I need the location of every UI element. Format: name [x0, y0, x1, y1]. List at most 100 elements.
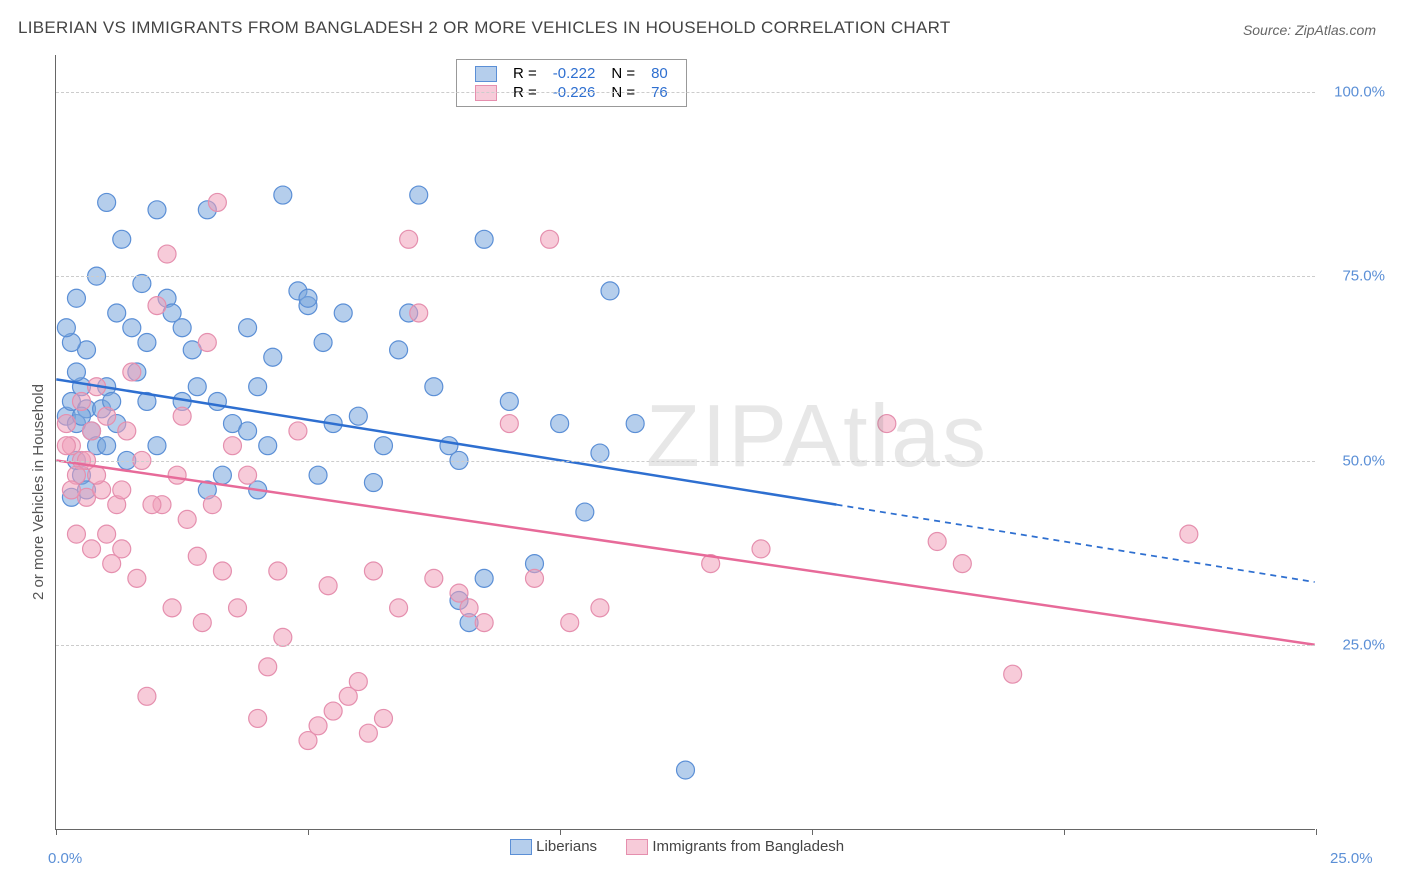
data-point: [561, 614, 579, 632]
data-point: [953, 555, 971, 573]
data-point: [475, 569, 493, 587]
data-point: [314, 333, 332, 351]
data-point: [223, 437, 241, 455]
data-point: [239, 319, 257, 337]
data-point: [208, 193, 226, 211]
y-tick-label: 25.0%: [1325, 637, 1385, 654]
data-point: [551, 415, 569, 433]
data-point: [410, 186, 428, 204]
data-point: [163, 599, 181, 617]
data-point: [289, 422, 307, 440]
data-point: [67, 289, 85, 307]
x-tick: [812, 829, 813, 835]
data-point: [878, 415, 896, 433]
data-point: [309, 466, 327, 484]
legend-item: Immigrants from Bangladesh: [626, 838, 844, 855]
data-point: [123, 319, 141, 337]
swatch-series-0: [475, 66, 497, 82]
chart-title: LIBERIAN VS IMMIGRANTS FROM BANGLADESH 2…: [18, 18, 951, 38]
data-point: [500, 392, 518, 410]
y-tick-label: 100.0%: [1325, 83, 1385, 100]
data-point: [118, 422, 136, 440]
data-point: [400, 230, 418, 248]
r-value-0: -0.222: [553, 65, 596, 82]
chart-svg: [56, 55, 1315, 829]
data-point: [239, 466, 257, 484]
legend-row: R = -0.222 N = 80: [467, 64, 676, 83]
y-tick-label: 75.0%: [1325, 268, 1385, 285]
data-point: [390, 341, 408, 359]
data-point: [274, 628, 292, 646]
data-point: [98, 437, 116, 455]
data-point: [198, 333, 216, 351]
gridline: [56, 92, 1315, 93]
data-point: [178, 510, 196, 528]
data-point: [440, 437, 458, 455]
data-point: [138, 333, 156, 351]
legend-label-1: Immigrants from Bangladesh: [652, 838, 844, 855]
data-point: [541, 230, 559, 248]
gridline: [56, 645, 1315, 646]
data-point: [249, 378, 267, 396]
y-tick-label: 50.0%: [1325, 452, 1385, 469]
data-point: [138, 687, 156, 705]
data-point: [269, 562, 287, 580]
data-point: [173, 407, 191, 425]
data-point: [1004, 665, 1022, 683]
data-point: [98, 525, 116, 543]
data-point: [591, 599, 609, 617]
legend-item: Liberians: [510, 838, 597, 855]
data-point: [123, 363, 141, 381]
data-point: [98, 407, 116, 425]
data-point: [103, 555, 121, 573]
data-point: [108, 304, 126, 322]
data-point: [83, 422, 101, 440]
data-point: [259, 437, 277, 455]
data-point: [349, 673, 367, 691]
data-point: [425, 569, 443, 587]
data-point: [148, 437, 166, 455]
data-point: [334, 304, 352, 322]
data-point: [591, 444, 609, 462]
data-point: [249, 709, 267, 727]
swatch-series-1-b: [626, 839, 648, 855]
data-point: [677, 761, 695, 779]
data-point: [188, 378, 206, 396]
x-tick: [56, 829, 57, 835]
n-label: N =: [611, 65, 635, 82]
data-point: [319, 577, 337, 595]
data-point: [1180, 525, 1198, 543]
data-point: [148, 201, 166, 219]
data-point: [57, 437, 75, 455]
data-point: [98, 193, 116, 211]
data-point: [168, 466, 186, 484]
data-point: [752, 540, 770, 558]
data-point: [475, 230, 493, 248]
data-point: [364, 474, 382, 492]
data-point: [148, 297, 166, 315]
data-point: [208, 392, 226, 410]
gridline: [56, 276, 1315, 277]
data-point: [259, 658, 277, 676]
series-legend: Liberians Immigrants from Bangladesh: [510, 838, 869, 855]
x-tick: [1316, 829, 1317, 835]
r-label: R =: [513, 65, 537, 82]
data-point: [213, 562, 231, 580]
x-tick: [308, 829, 309, 835]
data-point: [425, 378, 443, 396]
data-point: [239, 422, 257, 440]
data-point: [128, 569, 146, 587]
trend-line-extrapolated: [837, 505, 1315, 582]
data-point: [390, 599, 408, 617]
plot-area: ZIPAtlas R = -0.222 N = 80 R = -0.226 N …: [55, 55, 1315, 830]
data-point: [213, 466, 231, 484]
source-attribution: Source: ZipAtlas.com: [1243, 22, 1376, 38]
data-point: [62, 481, 80, 499]
data-point: [375, 709, 393, 727]
data-point: [83, 540, 101, 558]
data-point: [229, 599, 247, 617]
data-point: [113, 481, 131, 499]
data-point: [359, 724, 377, 742]
data-point: [364, 562, 382, 580]
swatch-series-0-b: [510, 839, 532, 855]
